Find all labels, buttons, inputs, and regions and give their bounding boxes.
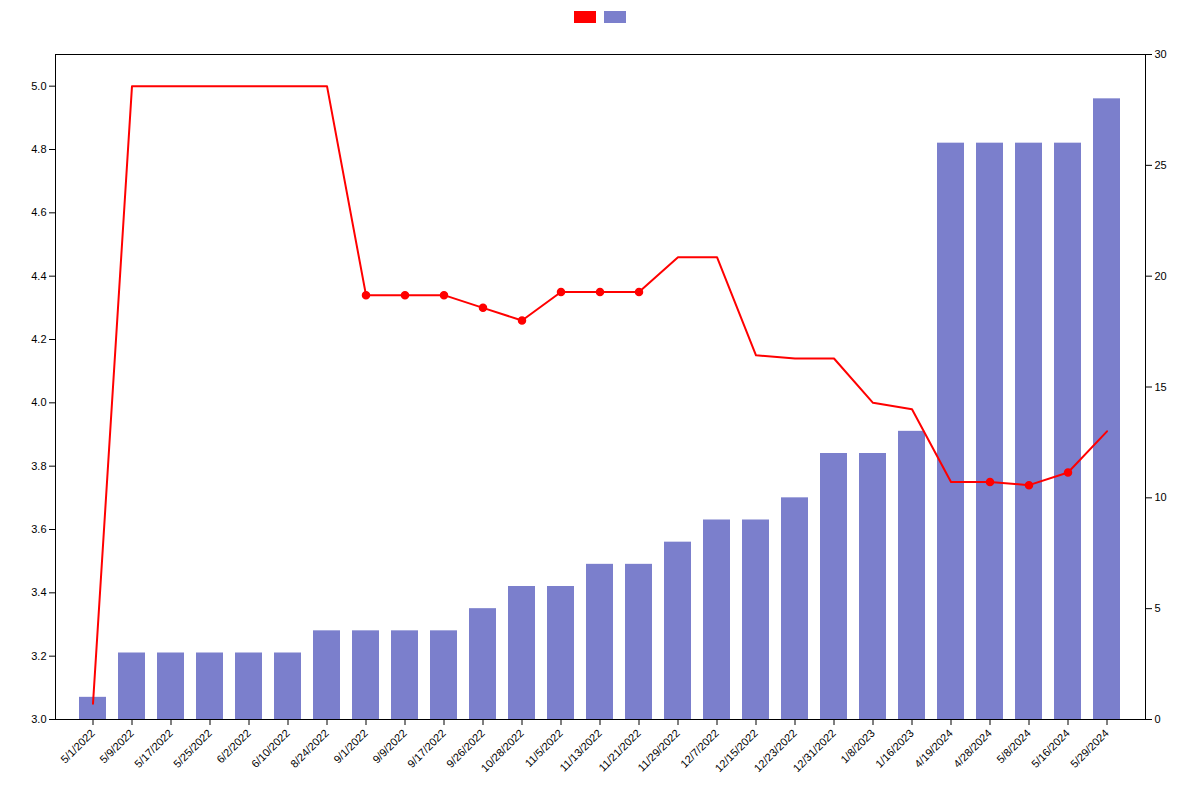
svg-text:11/29/2022: 11/29/2022 <box>635 727 682 774</box>
svg-text:1/16/2023: 1/16/2023 <box>873 727 916 770</box>
svg-text:0: 0 <box>1155 713 1161 725</box>
svg-text:5/1/2022: 5/1/2022 <box>58 727 97 766</box>
svg-text:12/15/2022: 12/15/2022 <box>712 726 760 775</box>
svg-text:4/28/2024: 4/28/2024 <box>951 727 994 770</box>
svg-text:11/13/2022: 11/13/2022 <box>557 726 604 774</box>
svg-text:5/16/2024: 5/16/2024 <box>1029 727 1072 770</box>
svg-text:6/10/2022: 6/10/2022 <box>249 727 292 770</box>
svg-text:6/2/2022: 6/2/2022 <box>214 727 253 766</box>
svg-text:9/26/2022: 9/26/2022 <box>443 726 487 770</box>
svg-text:4.2: 4.2 <box>31 333 46 345</box>
svg-text:11/5/2022: 11/5/2022 <box>522 726 565 770</box>
svg-text:30: 30 <box>1155 48 1167 60</box>
svg-text:12/7/2022: 12/7/2022 <box>677 726 721 770</box>
svg-text:5/9/2022: 5/9/2022 <box>97 727 136 766</box>
svg-text:11/21/2022: 11/21/2022 <box>596 726 643 774</box>
svg-text:3.6: 3.6 <box>31 523 46 535</box>
svg-text:3.4: 3.4 <box>31 586 46 598</box>
svg-text:5/8/2024: 5/8/2024 <box>994 727 1033 766</box>
svg-text:15: 15 <box>1155 381 1167 393</box>
svg-text:3.2: 3.2 <box>31 650 46 662</box>
svg-text:8/24/2022: 8/24/2022 <box>288 727 331 770</box>
svg-text:9/9/2022: 9/9/2022 <box>370 727 409 766</box>
svg-text:5: 5 <box>1155 602 1161 614</box>
svg-text:1/8/2023: 1/8/2023 <box>838 727 877 766</box>
svg-text:9/1/2022: 9/1/2022 <box>331 727 370 766</box>
svg-text:5.0: 5.0 <box>31 80 46 92</box>
svg-text:9/17/2022: 9/17/2022 <box>405 727 448 770</box>
svg-text:5/17/2022: 5/17/2022 <box>132 727 175 770</box>
svg-text:5/25/2022: 5/25/2022 <box>171 727 214 770</box>
svg-text:12/23/2022: 12/23/2022 <box>751 726 799 775</box>
svg-text:10: 10 <box>1155 491 1167 503</box>
svg-text:25: 25 <box>1155 159 1167 171</box>
svg-text:4.6: 4.6 <box>31 206 46 218</box>
svg-text:4.8: 4.8 <box>31 143 46 155</box>
svg-text:12/31/2022: 12/31/2022 <box>790 727 837 774</box>
svg-text:4/19/2024: 4/19/2024 <box>912 727 955 770</box>
svg-text:10/28/2022: 10/28/2022 <box>478 727 525 774</box>
svg-text:20: 20 <box>1155 270 1167 282</box>
svg-text:3.0: 3.0 <box>31 713 46 725</box>
svg-text:4.4: 4.4 <box>31 270 46 282</box>
svg-text:5/29/2024: 5/29/2024 <box>1068 727 1111 770</box>
svg-text:4.0: 4.0 <box>31 396 46 408</box>
svg-text:3.8: 3.8 <box>31 460 46 472</box>
